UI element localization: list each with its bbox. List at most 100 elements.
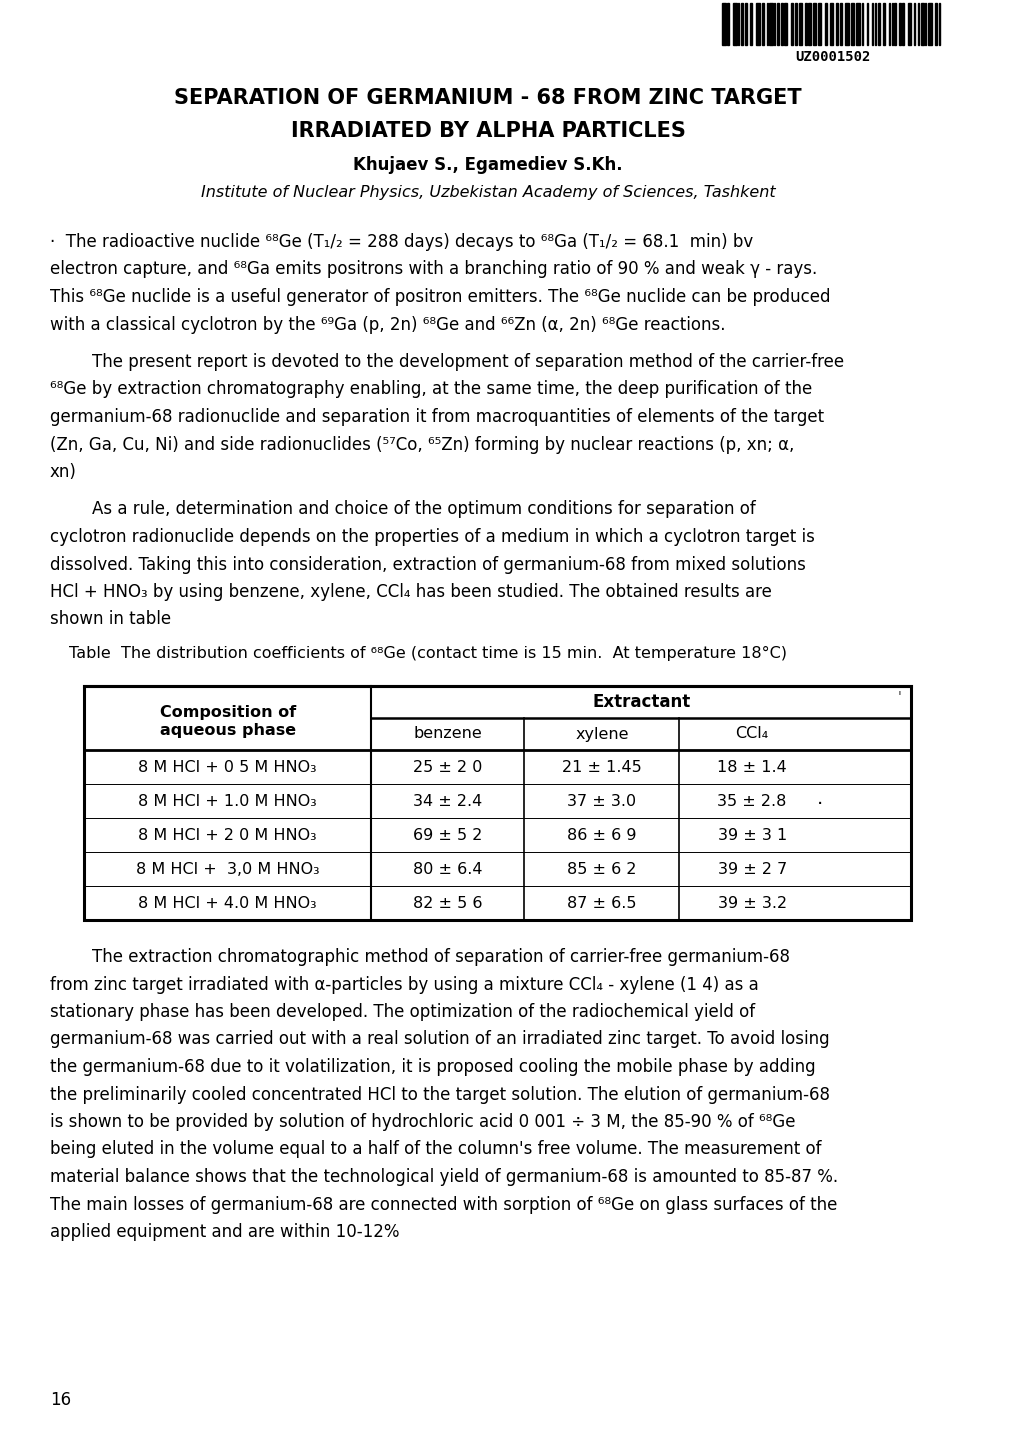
Bar — [750, 3, 751, 45]
Bar — [737, 3, 739, 45]
Text: Extractant: Extractant — [591, 693, 690, 711]
Bar — [773, 3, 774, 45]
Bar — [765, 3, 767, 45]
Text: 39 ± 2 7: 39 ± 2 7 — [716, 861, 786, 876]
Bar — [784, 3, 787, 45]
Bar — [776, 3, 779, 45]
Text: 8 M HCl + 0 5 M HNO₃: 8 M HCl + 0 5 M HNO₃ — [139, 759, 317, 775]
Text: Institute of Nuclear Physics, Uzbekistan Academy of Sciences, Tashkent: Institute of Nuclear Physics, Uzbekistan… — [201, 185, 774, 201]
Text: As a rule, determination and choice of the optimum conditions for separation of: As a rule, determination and choice of t… — [50, 501, 755, 518]
Text: dissolved. Taking this into consideration, extraction of germanium-68 from mixed: dissolved. Taking this into consideratio… — [50, 556, 805, 573]
Text: xylene: xylene — [575, 726, 628, 742]
Text: the preliminarily cooled concentrated HCl to the target solution. The elution of: the preliminarily cooled concentrated HC… — [50, 1085, 828, 1104]
Text: electron capture, and ⁶⁸Ga emits positrons with a branching ratio of 90 % and we: electron capture, and ⁶⁸Ga emits positro… — [50, 261, 816, 278]
Bar — [835, 3, 838, 45]
Bar — [794, 3, 796, 45]
Text: The main losses of germanium-68 are connected with sorption of ⁶⁸Ge on glass sur: The main losses of germanium-68 are conn… — [50, 1195, 837, 1214]
Bar — [861, 3, 862, 45]
Text: aqueous phase: aqueous phase — [160, 723, 296, 737]
Text: cyclotron radionuclide depends on the properties of a medium in which a cyclotro: cyclotron radionuclide depends on the pr… — [50, 528, 814, 545]
Text: 8 M HCl + 1.0 M HNO₃: 8 M HCl + 1.0 M HNO₃ — [139, 794, 317, 808]
Text: 87 ± 6.5: 87 ± 6.5 — [567, 896, 636, 911]
Text: ·  The radioactive nuclide ⁶⁸Ge (T₁/₂ = 288 days) decays to ⁶⁸Ga (T₁/₂ = 68.1  m: · The radioactive nuclide ⁶⁸Ge (T₁/₂ = 2… — [50, 232, 752, 251]
Bar — [799, 3, 802, 45]
Bar — [805, 3, 806, 45]
Bar — [812, 3, 815, 45]
Text: CCl₄: CCl₄ — [735, 726, 768, 742]
Bar — [745, 3, 747, 45]
Bar — [937, 3, 940, 45]
Bar — [721, 3, 725, 45]
Text: The present report is devoted to the development of separation method of the car: The present report is devoted to the dev… — [50, 354, 843, 371]
Text: 39 ± 3.2: 39 ± 3.2 — [717, 896, 786, 911]
Text: being eluted in the volume equal to a half of the column's free volume. The meas: being eluted in the volume equal to a ha… — [50, 1140, 820, 1159]
Text: 34 ± 2.4: 34 ± 2.4 — [413, 794, 482, 808]
Bar — [934, 3, 935, 45]
Bar — [894, 3, 895, 45]
Text: ˈ: ˈ — [897, 691, 901, 706]
Bar — [920, 3, 922, 45]
Text: 37 ± 3.0: 37 ± 3.0 — [567, 794, 636, 808]
Text: from zinc target irradiated with α-particles by using a mixture CCl₄ - xylene (1: from zinc target irradiated with α-parti… — [50, 975, 758, 993]
Text: This ⁶⁸Ge nuclide is a useful generator of positron emitters. The ⁶⁸Ge nuclide c: This ⁶⁸Ge nuclide is a useful generator … — [50, 289, 829, 306]
Bar — [874, 3, 875, 45]
Text: applied equipment and are within 10-12%: applied equipment and are within 10-12% — [50, 1224, 398, 1241]
Bar — [913, 3, 914, 45]
Bar — [899, 3, 901, 45]
Bar — [732, 3, 736, 45]
Bar — [824, 3, 825, 45]
Text: UZ0001502: UZ0001502 — [794, 51, 869, 63]
Bar — [768, 3, 771, 45]
Text: material balance shows that the technological yield of germanium-68 is amounted : material balance shows that the technolo… — [50, 1167, 837, 1186]
Bar — [927, 3, 931, 45]
Text: 39 ± 3 1: 39 ± 3 1 — [716, 827, 786, 843]
Bar — [791, 3, 792, 45]
Text: Table  The distribution coefficients of ⁶⁸Ge (contact time is 15 min.  At temper: Table The distribution coefficients of ⁶… — [69, 646, 786, 661]
Bar — [817, 3, 820, 45]
Text: .: . — [816, 789, 822, 808]
Text: 69 ± 5 2: 69 ± 5 2 — [413, 827, 482, 843]
Bar — [855, 3, 859, 45]
Bar — [917, 3, 918, 45]
Text: 16: 16 — [50, 1391, 70, 1408]
Text: 21 ± 1.45: 21 ± 1.45 — [561, 759, 641, 775]
Text: xn): xn) — [50, 463, 76, 481]
Bar — [877, 3, 878, 45]
Text: (Zn, Ga, Cu, Ni) and side radionuclides (⁵⁷Co, ⁶⁵Zn) forming by nuclear reaction: (Zn, Ga, Cu, Ni) and side radionuclides … — [50, 436, 794, 453]
Text: 35 ± 2.8: 35 ± 2.8 — [716, 794, 786, 808]
Bar — [850, 3, 853, 45]
Text: IRRADIATED BY ALPHA PARTICLES: IRRADIATED BY ALPHA PARTICLES — [290, 121, 685, 141]
Bar — [889, 3, 890, 45]
Bar — [741, 3, 742, 45]
Text: HCl + HNO₃ by using benzene, xylene, CCl₄ has been studied. The obtained results: HCl + HNO₃ by using benzene, xylene, CCl… — [50, 583, 771, 600]
Text: 85 ± 6 2: 85 ± 6 2 — [567, 861, 636, 876]
Bar — [866, 3, 867, 45]
Bar — [871, 3, 872, 45]
Bar — [780, 3, 783, 45]
Text: 8 M HCl + 2 0 M HNO₃: 8 M HCl + 2 0 M HNO₃ — [139, 827, 317, 843]
Bar — [907, 3, 910, 45]
Text: the germanium-68 due to it volatilization, it is proposed cooling the mobile pha: the germanium-68 due to it volatilizatio… — [50, 1058, 814, 1076]
Text: is shown to be provided by solution of hydrochloric acid 0 001 ÷ 3 M, the 85-90 : is shown to be provided by solution of h… — [50, 1113, 795, 1131]
Bar — [882, 3, 884, 45]
Bar — [755, 3, 759, 45]
Bar — [891, 3, 893, 45]
Text: ⁶⁸Ge by extraction chromatography enabling, at the same time, the deep purificat: ⁶⁸Ge by extraction chromatography enabli… — [50, 381, 811, 398]
Text: 82 ± 5 6: 82 ± 5 6 — [413, 896, 482, 911]
Text: Composition of: Composition of — [159, 704, 296, 720]
Text: 8 M HCl + 4.0 M HNO₃: 8 M HCl + 4.0 M HNO₃ — [139, 896, 317, 911]
Text: germanium-68 radionuclide and separation it from macroquantities of elements of : germanium-68 radionuclide and separation… — [50, 408, 823, 426]
Text: shown in table: shown in table — [50, 610, 171, 629]
Bar — [761, 3, 763, 45]
Bar — [902, 3, 904, 45]
Text: 25 ± 2 0: 25 ± 2 0 — [413, 759, 482, 775]
Text: 80 ± 6.4: 80 ± 6.4 — [413, 861, 482, 876]
Bar — [839, 3, 841, 45]
Text: with a classical cyclotron by the ⁶⁹Ga (p, 2n) ⁶⁸Ge and ⁶⁶Zn (α, 2n) ⁶⁸Ge reacti: with a classical cyclotron by the ⁶⁹Ga (… — [50, 316, 725, 333]
Bar — [807, 3, 810, 45]
Text: Khujaev S., Egamediev S.Kh.: Khujaev S., Egamediev S.Kh. — [353, 156, 623, 175]
Text: benzene: benzene — [413, 726, 482, 742]
Bar — [828, 3, 832, 45]
Text: 86 ± 6 9: 86 ± 6 9 — [567, 827, 636, 843]
Text: 8 M HCl +  3,0 M HNO₃: 8 M HCl + 3,0 M HNO₃ — [136, 861, 319, 876]
